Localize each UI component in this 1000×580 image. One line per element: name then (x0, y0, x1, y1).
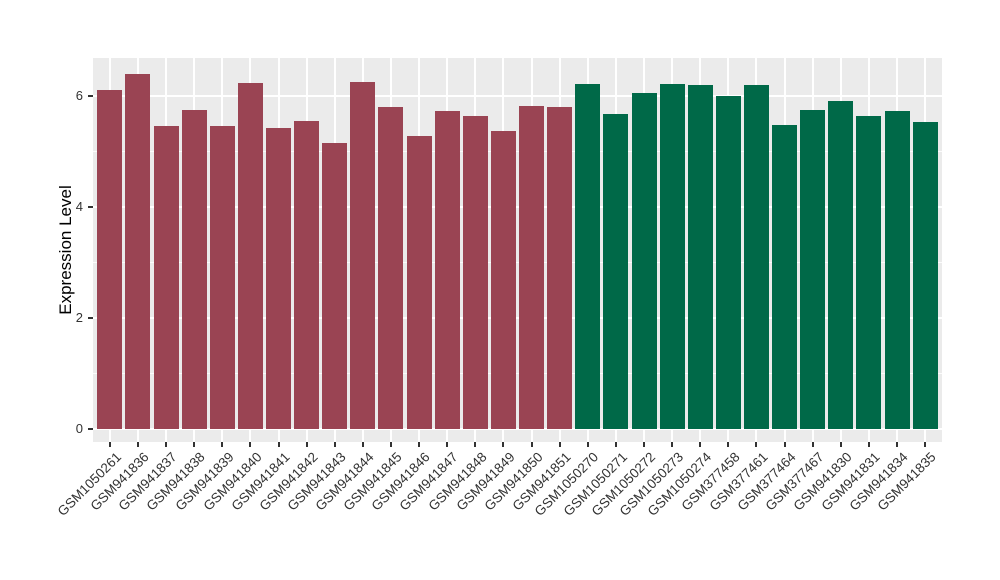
y-tick-label: 0 (75, 421, 83, 436)
x-tick-mark (924, 442, 927, 447)
bar-GSM941851 (547, 107, 573, 429)
major-gridline (93, 428, 942, 430)
bar-GSM941837 (153, 125, 179, 429)
x-tick-mark (783, 442, 786, 447)
y-tick-mark (88, 95, 93, 98)
x-tick-mark (418, 442, 421, 447)
x-tick-mark (502, 442, 505, 447)
bar-GSM377467 (800, 109, 826, 429)
x-tick-mark (755, 442, 758, 447)
bar-GSM941838 (181, 109, 207, 429)
x-tick-mark (839, 442, 842, 447)
bar-GSM1050273 (659, 83, 685, 429)
bar-GSM1050261 (97, 89, 123, 429)
bar-GSM941831 (856, 115, 882, 429)
bar-GSM941840 (237, 82, 263, 429)
x-tick-mark (136, 442, 139, 447)
x-tick-mark (277, 442, 280, 447)
y-tick-label: 2 (75, 310, 83, 326)
bar-GSM941842 (294, 121, 320, 429)
bar-GSM941846 (406, 136, 432, 429)
x-tick-mark (249, 442, 252, 447)
bar-GSM941839 (209, 125, 235, 429)
bar-GSM377461 (743, 85, 769, 429)
bar-GSM1050271 (603, 114, 629, 429)
bar-GSM941841 (266, 127, 292, 429)
bar-GSM1050272 (631, 92, 657, 429)
x-tick-mark (193, 442, 196, 447)
y-tick-mark (88, 317, 93, 320)
y-tick-label: 6 (75, 88, 83, 104)
x-tick-mark (586, 442, 589, 447)
bar-GSM377464 (772, 125, 798, 429)
x-tick-mark (474, 442, 477, 447)
x-tick-mark (614, 442, 617, 447)
major-gridline (93, 317, 942, 320)
x-tick-mark (727, 442, 730, 447)
y-tick-mark (88, 428, 93, 430)
x-tick-mark (333, 442, 336, 447)
bar-GSM941834 (884, 111, 910, 429)
y-axis-title: Expression Level (56, 185, 75, 315)
x-tick-mark (671, 442, 674, 447)
x-tick-mark (389, 442, 392, 447)
bar-GSM941847 (434, 110, 460, 429)
y-tick-mark (88, 206, 93, 209)
x-tick-mark (867, 442, 870, 447)
minor-gridline (93, 373, 942, 375)
bar-GSM941849 (490, 130, 516, 429)
bar-GSM941845 (378, 107, 404, 429)
y-tick-label: 4 (75, 199, 83, 215)
x-tick-mark (446, 442, 449, 447)
plot-panel (93, 58, 942, 442)
bar-GSM941844 (350, 81, 376, 429)
x-tick-mark (699, 442, 702, 447)
bar-GSM941843 (322, 143, 348, 429)
x-tick-mark (896, 442, 899, 447)
bar-GSM1050270 (575, 83, 601, 429)
x-tick-mark (221, 442, 224, 447)
bar-GSM941848 (462, 115, 488, 429)
x-tick-mark (305, 442, 308, 447)
major-gridline (93, 95, 942, 98)
x-tick-mark (643, 442, 645, 447)
major-gridline (93, 206, 942, 209)
bar-GSM941835 (912, 121, 938, 429)
x-tick-mark (108, 442, 111, 447)
x-tick-mark (361, 442, 364, 447)
x-tick-mark (530, 442, 533, 447)
bar-GSM941830 (828, 100, 854, 429)
bar-GSM377458 (715, 96, 741, 429)
x-tick-mark (811, 442, 814, 447)
bar-GSM941850 (519, 106, 545, 429)
bar-GSM1050274 (687, 84, 713, 429)
minor-gridline (93, 151, 942, 153)
minor-gridline (93, 262, 942, 264)
bar-GSM941836 (125, 74, 151, 429)
x-tick-mark (165, 442, 168, 447)
x-tick-mark (558, 442, 561, 447)
